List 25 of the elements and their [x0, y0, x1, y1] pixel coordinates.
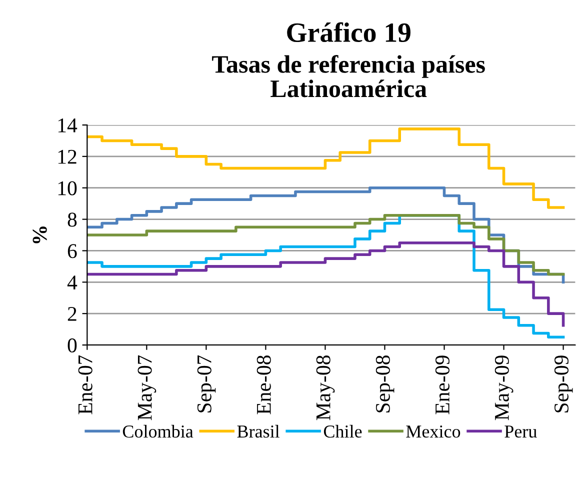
y-tick-label: 4: [67, 276, 78, 290]
legend-label: Brasil: [237, 424, 280, 438]
x-tick-label: Ene-07: [78, 355, 92, 414]
legend-label: Chile: [324, 424, 362, 438]
legend-label: Mexico: [406, 426, 460, 438]
x-tick-label: Sep-09: [554, 356, 573, 412]
legend-label: Peru: [504, 426, 537, 438]
x-tick-label: May-07: [138, 355, 156, 420]
y-tick-label: 0: [68, 338, 77, 352]
x-tick-label: May-09: [494, 356, 514, 420]
x-tick-label: Ene-08: [256, 356, 271, 414]
x-tick-label: May-08: [316, 356, 335, 420]
x-tick-label: Sep-08: [376, 356, 394, 412]
y-tick-label: 6: [68, 244, 77, 258]
x-tick-label: Ene-09: [435, 356, 450, 414]
chart-subtitle: Tasas de referencia países Latinoamérica: [212, 55, 485, 98]
y-axis-title: %: [32, 226, 47, 244]
y-tick-label: 12: [58, 150, 76, 164]
y-tick-label: 10: [58, 181, 77, 196]
y-tick-label: 14: [58, 118, 78, 132]
chart-title: Gráfico 19: [287, 22, 410, 42]
y-tick-label: 2: [68, 307, 76, 321]
legend-label: Colombia: [122, 424, 194, 438]
x-tick-label: Sep-07: [197, 355, 216, 412]
y-tick-label: 8: [68, 212, 77, 227]
